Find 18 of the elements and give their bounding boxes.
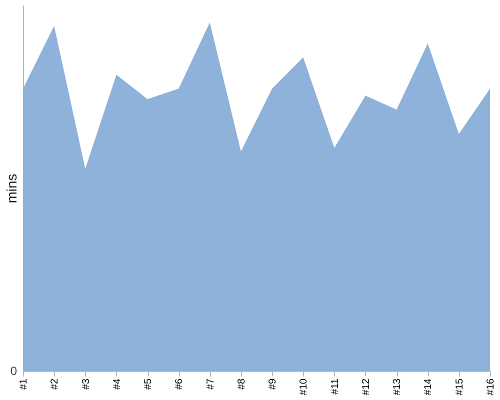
x-tick-label: #6 [174,378,186,390]
x-tick-label: #2 [50,378,61,390]
x-tick-label: #3 [80,378,92,390]
x-tick-label: #14 [423,378,434,396]
x-tick-label: #7 [205,378,216,390]
y-axis-title: mins [4,174,20,204]
x-tick-label: #1 [18,378,30,390]
x-tick-label: #9 [268,378,279,390]
x-tick-label: #11 [330,378,341,394]
x-tick-label: #8 [236,378,248,390]
x-tick-label: #5 [143,378,154,390]
text: 0 [10,364,18,378]
x-tick-label: #4 [112,378,123,390]
x-tick-label: #13 [392,378,404,396]
x-tick-label: #16 [486,378,496,396]
x-tick-label: #10 [298,378,310,396]
x-tick-label: #12 [360,378,372,396]
x-tick-label: #15 [454,378,466,396]
